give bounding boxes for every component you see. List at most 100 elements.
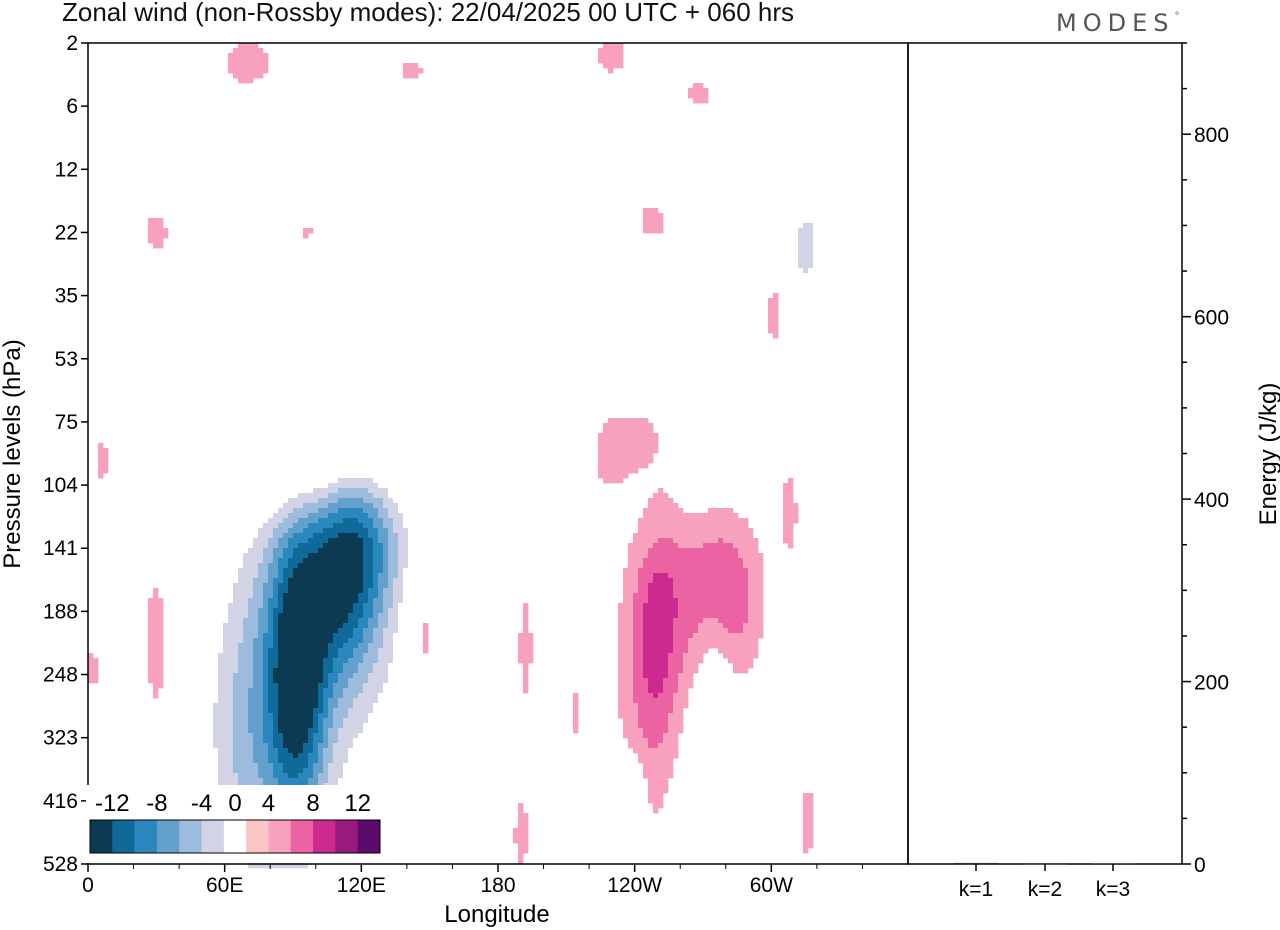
heatmap-cell [638, 438, 644, 444]
heatmap-cell [223, 748, 229, 754]
heatmap-cell [643, 753, 649, 759]
heatmap-cell [253, 523, 259, 529]
heatmap-cell [238, 728, 244, 734]
heatmap-cell [638, 428, 644, 434]
heatmap-cell [383, 533, 389, 539]
heatmap-cell [328, 583, 334, 589]
heatmap-cell [328, 528, 334, 534]
heatmap-cell [633, 588, 639, 594]
heatmap-cell [648, 528, 654, 534]
heatmap-cell [518, 643, 524, 649]
heatmap-cell [298, 603, 304, 609]
heatmap-cell [373, 678, 379, 684]
heatmap-cell [378, 613, 384, 619]
heatmap-cell [368, 558, 374, 564]
heatmap-cell [733, 443, 739, 449]
heatmap-cell [298, 503, 304, 509]
heatmap-cell [668, 673, 674, 679]
heatmap-cell [658, 598, 664, 604]
heatmap-cell [393, 623, 399, 629]
heatmap-cell [663, 508, 669, 514]
heatmap-cell [818, 278, 824, 284]
heatmap-cell [663, 758, 669, 764]
heatmap-cell [218, 708, 224, 714]
heatmap-cell [248, 708, 254, 714]
heatmap-cell [798, 288, 804, 294]
heatmap-cell [318, 478, 324, 484]
heatmap-cell [313, 738, 319, 744]
heatmap-cell [813, 88, 819, 94]
heatmap-cell [383, 748, 389, 754]
heatmap-cell [688, 553, 694, 559]
heatmap-cell [678, 628, 684, 634]
heatmap-cell [373, 708, 379, 714]
heatmap-cell [683, 618, 689, 624]
heatmap-cell [788, 483, 794, 489]
heatmap-cell [348, 738, 354, 744]
heatmap-cell [403, 713, 409, 719]
heatmap-cell [723, 578, 729, 584]
heatmap-cell [378, 513, 384, 519]
heatmap-cell [353, 593, 359, 599]
heatmap-cell [243, 518, 249, 524]
heatmap-cell [368, 488, 374, 494]
heatmap-cell [623, 633, 629, 639]
heatmap-cell [233, 668, 239, 674]
heatmap-cell [338, 668, 344, 674]
heatmap-cell [803, 273, 809, 279]
heatmap-cell [238, 683, 244, 689]
heatmap-cell [353, 763, 359, 769]
heatmap-cell [218, 658, 224, 664]
heatmap-cell [208, 593, 214, 599]
heatmap-cell [268, 733, 274, 739]
heatmap-cell [363, 748, 369, 754]
heatmap-cell [393, 808, 399, 814]
heatmap-cell [398, 838, 404, 844]
heatmap-cell [728, 423, 734, 429]
heatmap-cell [243, 668, 249, 674]
heatmap-cell [718, 563, 724, 569]
heatmap-cell [358, 753, 364, 759]
heatmap-cell [348, 688, 354, 694]
heatmap-cell [148, 668, 154, 674]
heatmap-cell [738, 448, 744, 454]
heatmap-cell [358, 638, 364, 644]
heatmap-cell [708, 543, 714, 549]
heatmap-cell [228, 703, 234, 709]
heatmap-cell [718, 613, 724, 619]
heatmap-cell [673, 533, 679, 539]
heatmap-cell [518, 633, 524, 639]
heatmap-cell [308, 548, 314, 554]
heatmap-cell [378, 598, 384, 604]
heatmap-cell [658, 633, 664, 639]
heatmap-cell [363, 673, 369, 679]
heatmap-cell [203, 728, 209, 734]
heatmap-cell [233, 528, 239, 534]
heatmap-cell [383, 588, 389, 594]
heatmap-cell [358, 643, 364, 649]
heatmap-cell [323, 608, 329, 614]
heatmap-cell [653, 643, 659, 649]
heatmap-cell [703, 583, 709, 589]
heatmap-cell [663, 628, 669, 634]
heatmap-cell [653, 803, 659, 809]
heatmap-cell [808, 108, 814, 114]
heatmap-cell [788, 268, 794, 274]
heatmap-cell [343, 648, 349, 654]
heatmap-cell [253, 718, 259, 724]
heatmap-cell [753, 628, 759, 634]
heatmap-cell [653, 603, 659, 609]
heatmap-cell [363, 688, 369, 694]
heatmap-cell [263, 578, 269, 584]
heatmap-cell [353, 718, 359, 724]
heatmap-cell [673, 733, 679, 739]
heatmap-cell [273, 518, 279, 524]
heatmap-cell [643, 663, 649, 669]
heatmap-cell [248, 658, 254, 664]
heatmap-cell [253, 548, 259, 554]
heatmap-cell [828, 243, 834, 249]
heatmap-cell [708, 638, 714, 644]
heatmap-cell [208, 778, 214, 784]
heatmap-cell [328, 633, 334, 639]
heatmap-cell [803, 838, 809, 844]
